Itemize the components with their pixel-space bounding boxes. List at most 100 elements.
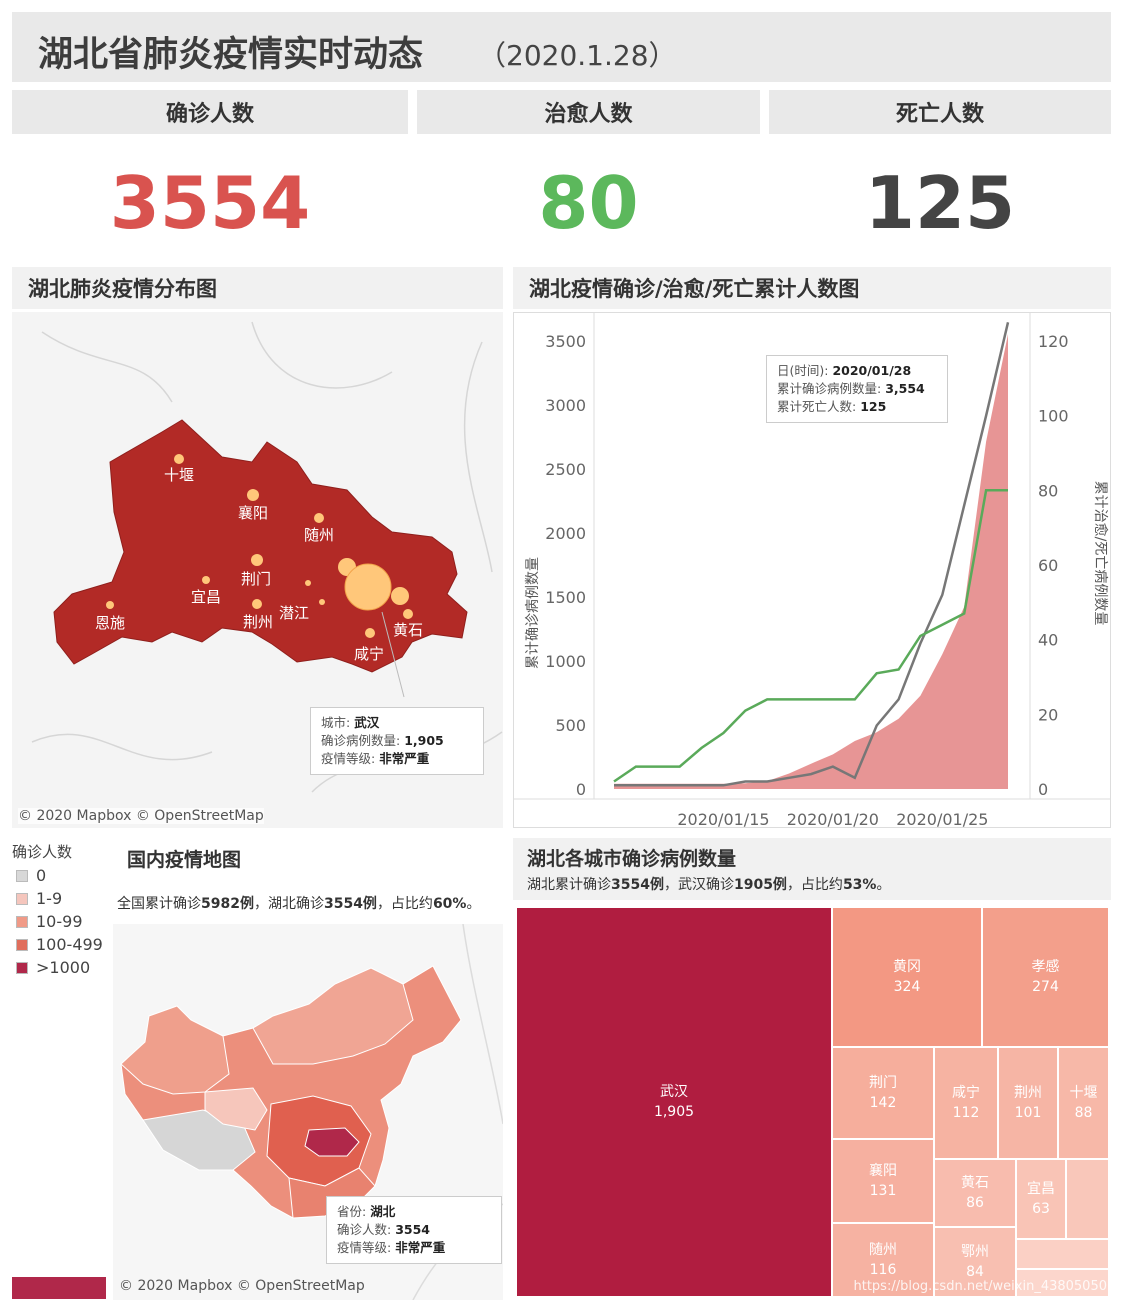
tooltip-key: 城市: [321,715,351,730]
cumulative-chart-svg: 0 500 1000 1500 2000 2500 3000 3500 0 20 40 60 80 100… [514,313,1110,827]
cumulative-chart-title: 湖北疫情确诊/治愈/死亡累计人数图 [513,267,1111,309]
south-shape [288,1167,376,1219]
legend-item[interactable]: 0 [16,866,46,885]
tooltip-value: 湖北 [370,1204,396,1219]
treemap-cell[interactable]: 十堰 88 [1058,1047,1109,1159]
treemap-cell[interactable]: 荆州 101 [998,1047,1058,1159]
city-label: 恩施 [95,614,126,632]
y-left-tick-label: 3000 [545,396,586,415]
tooltip-value: 1,905 [404,733,444,748]
treemap-cell-small[interactable] [1016,1269,1109,1297]
y-axis-right-title: 累计治愈/死亡病例数量 [1092,481,1108,626]
hubei-map-title: 湖北肺炎疫情分布图 [12,267,503,309]
tooltip-key: 累计确诊病例数量: [777,381,882,396]
treemap-title: 湖北各城市确诊病例数量 [527,848,737,870]
hubei-shape [304,1127,360,1157]
kpi-death-label: 死亡人数 [769,90,1111,134]
treemap-cell[interactable]: 咸宁 112 [934,1047,998,1159]
hubei-map-tooltip: 城市: 武汉 确诊病例数量: 1,905 疫情等级: 非常严重 [310,707,484,775]
y-axis-left-title: 累计确诊病例数量 [525,557,541,669]
watermark: https://blog.csdn.net/weixin_43805050 [853,1279,1107,1294]
tooltip-key: 疫情等级: [337,1240,392,1255]
treemap-cell[interactable]: 随州 116 [832,1223,934,1297]
hubei-map[interactable]: 十堰 襄阳 随州 荆门 宜昌 恩施 潜江 荆州 黄石 咸宁 城市: 武汉 确诊病… [12,312,503,828]
china-map-title: 国内疫情地图 [127,848,242,871]
y-right-tick-label: 20 [1038,705,1058,724]
treemap: 武汉 1,905 黄冈 324 孝感 274 荆门 142 咸宁 112 荆州 101 十堰… [516,907,1109,1297]
city-label: 宜昌 [191,588,222,606]
city-label: 黄石 [393,621,424,639]
treemap-cell-small[interactable] [1016,1239,1109,1269]
legend-color-strip [12,1277,106,1299]
page-date: （2020.1.28） [478,39,677,72]
title-bar: 湖北省肺炎疫情实时动态 （2020.1.28） [12,12,1111,82]
treemap-cell-wuhan[interactable]: 武汉 1,905 [516,907,832,1297]
qinghai-shape [204,1087,268,1131]
x-tick-label: 2020/01/25 [896,810,988,827]
treemap-header: 湖北各城市确诊病例数量 湖北累计确诊3554例，武汉确诊1905例，占比约53%… [513,838,1111,900]
tooltip-key: 疫情等级: [321,751,376,766]
confirmed-area-series [614,334,1008,789]
treemap-cell[interactable]: 黄石 86 [934,1159,1016,1227]
treemap-cell[interactable]: 鄂州 84 [934,1227,1016,1297]
y-left-tick-label: 0 [576,780,586,799]
y-right-tick-label: 60 [1038,556,1058,575]
y-right-tick-label: 0 [1038,780,1048,799]
x-tick-label: 2020/01/15 [677,810,769,827]
treemap-subtitle: 湖北累计确诊3554例，武汉确诊1905例，占比约53%。 [527,877,891,893]
cumulative-chart[interactable]: 0 500 1000 1500 2000 2500 3000 3500 0 20 40 60 80 100… [513,312,1111,828]
tooltip-value: 武汉 [354,715,380,730]
death-line-series [614,322,1010,787]
treemap-cell[interactable]: 孝感 274 [982,907,1109,1047]
hubei-map-svg [31,321,503,793]
cumulative-tooltip: 日(时间): 2020/01/28 累计确诊病例数量: 3,554 累计死亡人数… [766,355,948,423]
china-map-tooltip: 省份: 湖北 确诊人数: 3554 疫情等级: 非常严重 [326,1196,502,1264]
kpi-confirmed-label: 确诊人数 [12,90,408,134]
kpi-cured-label: 治愈人数 [417,90,760,134]
y-right-tick-label: 100 [1038,407,1069,426]
city-label: 襄阳 [238,504,269,522]
china-map-svg [120,924,503,1300]
treemap-cell[interactable]: 襄阳 131 [832,1139,934,1223]
legend-item[interactable]: 1-9 [16,889,62,908]
y-left-tick-label: 1500 [545,588,586,607]
x-tick-label: 2020/01/20 [787,810,879,827]
city-label: 潜江 [279,604,310,622]
treemap-cell[interactable]: 荆门 142 [832,1047,934,1139]
y-left-tick-label: 2500 [545,460,586,479]
tooltip-value: 非常严重 [379,751,430,766]
legend-item[interactable]: >1000 [16,958,90,977]
treemap-cell[interactable]: 黄冈 324 [832,907,982,1047]
y-right-tick-label: 120 [1038,332,1069,351]
tooltip-value: 非常严重 [395,1240,446,1255]
city-label: 咸宁 [354,645,385,663]
city-label: 荆州 [243,613,274,631]
y-right-tick-label: 40 [1038,631,1058,650]
tooltip-value: 3554 [395,1222,430,1237]
tooltip-value: 2020/01/28 [832,363,912,378]
y-left-tick-label: 500 [555,716,586,735]
tooltip-key: 确诊人数: [337,1222,392,1237]
tooltip-key: 省份: [337,1204,367,1219]
map-attribution[interactable]: © 2020 Mapbox © OpenStreetMap [119,1278,365,1294]
china-map-legend: 确诊人数 0 1-9 10-99 100-499 >1000 [12,841,112,981]
y-right-tick-label: 80 [1038,481,1058,500]
xinjiang-shape [120,1005,230,1095]
legend-title: 确诊人数 [12,843,73,861]
treemap-cell-small[interactable] [1066,1159,1109,1239]
kpi-death-value: 125 [864,161,1016,245]
china-map[interactable]: 省份: 湖北 确诊人数: 3554 疫情等级: 非常严重 © 2020 Mapb… [113,924,503,1300]
legend-item[interactable]: 100-499 [16,935,103,954]
map-attribution[interactable]: © 2020 Mapbox © OpenStreetMap [18,808,264,824]
y-left-tick-label: 3500 [545,332,586,351]
china-map-subtitle: 全国累计确诊5982例，湖北确诊3554例，占比约60%。 [117,896,481,912]
treemap-cell[interactable]: 宜昌 63 [1016,1159,1066,1239]
kpi-cured-value: 80 [538,161,639,245]
city-label: 十堰 [164,466,195,484]
tooltip-key: 日(时间): [777,363,829,378]
legend-item[interactable]: 10-99 [16,912,83,931]
y-left-tick-label: 2000 [545,524,586,543]
tooltip-value: 3,554 [885,381,925,396]
tooltip-value: 125 [860,399,887,414]
neimenggu-shape [252,967,414,1065]
